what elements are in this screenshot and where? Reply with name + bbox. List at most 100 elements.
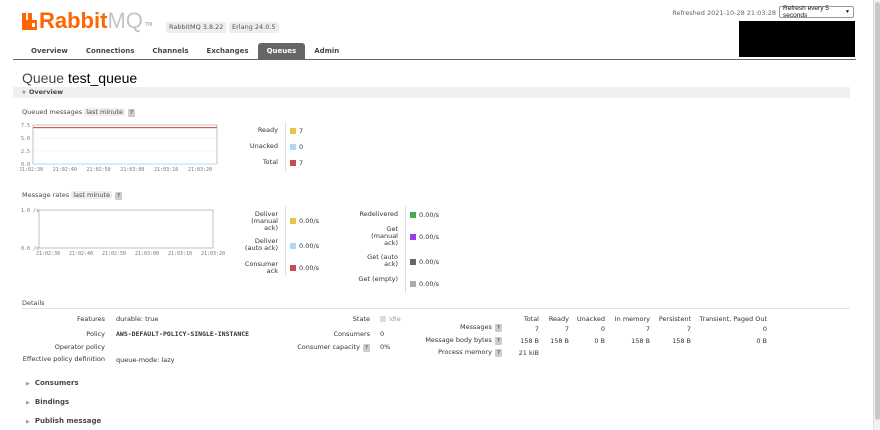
tab-admin[interactable]: Admin (314, 47, 340, 55)
page-title: Queue test_queue (22, 70, 137, 86)
legend-consumer-ack-label: Consumer ack (244, 260, 278, 275)
deliver-auto-rate: 0.00/s (299, 242, 320, 250)
main-nav-tabs: Overview Connections Channels Exchanges … (22, 43, 348, 59)
legend-total-value: 7 (290, 159, 303, 167)
deliver-manual-swatch (290, 218, 296, 224)
x-tick-label: 21:03:10 (154, 167, 178, 173)
message-rates-title: Message rates (22, 191, 70, 199)
user-info-redacted (739, 21, 855, 57)
unacked-count: 0 (299, 143, 304, 151)
body-bytes-help-icon[interactable]: ? (495, 337, 502, 345)
legend-get-empty-label: Get (empty) (358, 275, 398, 283)
tab-underline (13, 59, 856, 60)
legend-unacked-label: Unacked (249, 142, 278, 150)
consumers-section-label: Consumers (34, 379, 79, 387)
legend-unacked-value: 0 (290, 143, 303, 151)
page-scrollbar[interactable] (873, 0, 880, 430)
ready-swatch (290, 128, 296, 134)
tab-channels[interactable]: Channels (152, 47, 189, 55)
state-text: idle (389, 315, 401, 323)
stats-cell: 7 (564, 325, 569, 333)
publish-message-section-label: Publish message (34, 417, 102, 425)
legend-ready-label: Ready (257, 126, 278, 134)
bindings-section-toggle[interactable]: ▶ Bindings (26, 398, 69, 406)
consumers-key: Consumers (333, 330, 370, 338)
rabbitmq-logo[interactable]: RabbitMQ TM (22, 10, 152, 32)
x-tick-label: 21:02:30 (20, 167, 43, 173)
overview-section-header[interactable]: ▼ Overview (13, 87, 850, 98)
overview-section-label: Overview (28, 88, 64, 96)
policy-value[interactable]: AWS-DEFAULT-POLICY-SINGLE-INSTANCE (116, 330, 250, 338)
stats-cell: 158 B (520, 337, 539, 345)
effective-policy-value: queue-mode: lazy (116, 356, 175, 364)
legend-get-auto-value: 0.00/s (410, 258, 439, 266)
tab-exchanges[interactable]: Exchanges (206, 47, 249, 55)
legend-divider (285, 122, 286, 172)
legend-get-auto-label: Get (auto ack) (367, 253, 398, 268)
refresh-interval-value: Refresh every 5 seconds (783, 5, 829, 19)
legend-get-empty-value: 0.00/s (410, 280, 439, 288)
chevron-down-icon: ▼ (845, 9, 850, 15)
consumer-capacity-key: Consumer capacity ? (280, 343, 370, 352)
features-key: Features (77, 315, 105, 323)
queued-messages-range[interactable]: last minute (84, 108, 125, 116)
stats-row-body-bytes-label: Message body bytes ? (420, 336, 502, 345)
messages-help-icon[interactable]: ? (495, 324, 502, 332)
consumer-capacity-label: Consumer capacity (297, 343, 360, 351)
publish-message-section-toggle[interactable]: ▶ Publish message (26, 417, 101, 425)
policy-key: Policy (86, 330, 105, 338)
refresh-interval-select[interactable]: Refresh every 5 seconds ▼ (779, 5, 854, 19)
scrollbar-thumb[interactable] (875, 2, 880, 420)
queued-messages-help-icon[interactable]: ? (128, 109, 136, 117)
ready-count: 7 (299, 127, 304, 135)
legend-divider-right (405, 206, 406, 293)
plot-area-frame (38, 209, 214, 249)
message-rates-help-icon[interactable]: ? (115, 192, 123, 200)
consumer-ack-swatch (290, 265, 296, 271)
consumers-section-toggle[interactable]: ▶ Consumers (26, 379, 79, 387)
queued-messages-chart: 0.0 2.5 5.0 7.5 21:02:30 21:02:40 21:02:50 21:0… (20, 123, 218, 173)
y-tick-label: 2.5 (21, 149, 30, 155)
get-empty-rate: 0.00/s (419, 280, 440, 288)
get-auto-swatch (410, 259, 416, 265)
message-rates-range[interactable]: last minute (71, 191, 112, 199)
x-tick-label: 21:02:50 (87, 167, 111, 173)
x-tick-label: 21:03:10 (168, 251, 192, 257)
x-tick-label: 21:03:00 (135, 251, 159, 257)
refreshed-timestamp: Refreshed 2021-10-28 21:03:28 (672, 9, 776, 17)
effective-policy-key: Effective policy definition (22, 355, 105, 363)
stats-header-transient: Transient, Paged Out (699, 315, 768, 323)
redelivered-rate: 0.00/s (419, 211, 440, 219)
legend-divider-left (285, 206, 286, 276)
legend-deliver-auto-label: Deliver (auto ack) (244, 237, 278, 252)
y-tick-label: 5.0 (21, 136, 30, 142)
total-count: 7 (299, 159, 304, 167)
stats-header-total: Total (523, 315, 539, 323)
details-divider (22, 308, 850, 309)
details-label: Details (22, 299, 45, 307)
tab-overview[interactable]: Overview (31, 47, 68, 55)
stats-cell: 158 B (631, 337, 650, 345)
y-tick-label: 1.0 /s (21, 208, 39, 214)
x-tick-label: 21:03:00 (120, 167, 144, 173)
logo-trademark: TM (144, 22, 153, 28)
consumer-capacity-help-icon[interactable]: ? (363, 344, 370, 352)
messages-row-text: Messages (460, 323, 492, 331)
process-memory-help-icon[interactable]: ? (495, 349, 502, 357)
state-key: State (352, 315, 370, 323)
get-manual-rate: 0.00/s (419, 233, 440, 241)
stats-header-unacked: Unacked (576, 315, 605, 323)
message-rates-chart: 0.0 /s 1.0 /s 21:02:30 21:02:40 21:02:50 21:0… (21, 208, 225, 257)
consumer-ack-rate: 0.00/s (299, 264, 320, 272)
features-value: durable: true (116, 315, 159, 323)
tab-connections[interactable]: Connections (85, 47, 135, 55)
legend-redelivered-value: 0.00/s (410, 211, 439, 219)
tab-queues[interactable]: Queues (257, 43, 306, 59)
rabbit-logo-icon (22, 13, 37, 30)
consumer-capacity-value: 0% (380, 343, 391, 351)
stats-cell: 0 (762, 325, 767, 333)
x-tick-label: 21:02:30 (36, 251, 60, 257)
unacked-swatch (290, 144, 296, 150)
stats-cell: 158 B (672, 337, 691, 345)
x-tick-label: 21:02:40 (53, 167, 77, 173)
